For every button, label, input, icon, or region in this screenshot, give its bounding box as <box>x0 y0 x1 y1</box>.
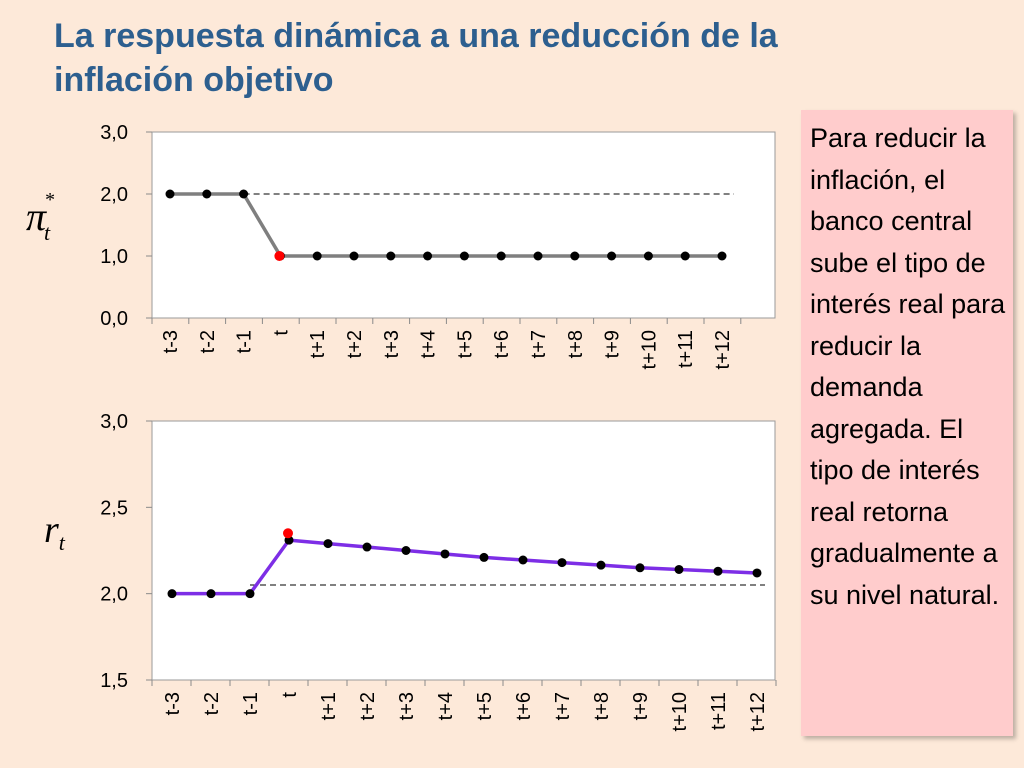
x-tick-label: t+9 <box>630 692 652 720</box>
y-tick-label: 3,0 <box>100 411 128 433</box>
x-tick-label: t-3 <box>162 692 184 715</box>
x-tick-label: t+4 <box>435 692 457 720</box>
data-point <box>479 552 489 562</box>
y-tick-label: 3,0 <box>100 122 128 144</box>
x-tick-label: t+3 <box>381 330 403 358</box>
data-point <box>239 189 249 199</box>
axis-label-r: rt <box>44 509 66 555</box>
x-tick-label: t+11 <box>708 692 730 730</box>
highlight-point <box>274 251 285 261</box>
data-point <box>459 251 469 261</box>
data-point <box>674 564 684 574</box>
data-point <box>570 251 580 261</box>
data-point <box>206 589 216 599</box>
y-tick-label: 2,0 <box>100 584 128 606</box>
data-point <box>245 589 255 599</box>
data-point <box>401 546 411 555</box>
chart-inflation-target: 0,0 1,0 2,0 3,0 t-3 t-2 t-1 t t+1 t+2 t+3 t+4 t+5 t+6… <box>26 122 776 369</box>
series-line <box>170 192 722 258</box>
data-point <box>713 566 723 576</box>
data-point <box>557 558 567 568</box>
x-tick-label: t+6 <box>491 330 513 358</box>
x-tick-label: t-2 <box>197 330 219 353</box>
x-tick-label: t+2 <box>344 330 366 358</box>
explanation-box: Para reducir la inflación, el banco cent… <box>801 110 1013 736</box>
data-point <box>533 251 543 261</box>
series-line <box>172 538 758 596</box>
explanation-text: Para reducir la inflación, el banco cent… <box>810 123 1006 610</box>
data-point <box>312 251 322 261</box>
y-tick-label: 0,0 <box>100 308 128 330</box>
x-tick-label: t+7 <box>552 692 574 720</box>
data-point <box>635 563 645 573</box>
plot-area <box>151 420 776 681</box>
x-tick-label: t+11 <box>675 330 697 368</box>
data-point <box>717 251 727 261</box>
x-tick-label: t+7 <box>528 330 550 358</box>
x-tick-label: t+3 <box>396 692 418 720</box>
x-tick-label: t-2 <box>201 692 223 715</box>
data-point <box>167 589 177 599</box>
data-point <box>165 189 175 199</box>
data-point <box>680 251 690 261</box>
data-point <box>440 549 450 559</box>
y-tick-label: 2,5 <box>100 497 128 519</box>
charts-canvas: 0,0 1,0 2,0 3,0 t-3 t-2 t-1 t t+1 t+2 t+3 t+4 t+5 t+6… <box>26 122 777 731</box>
x-tick-label: t+12 <box>747 692 769 731</box>
data-point <box>518 555 528 565</box>
x-tick-label: t+1 <box>307 330 329 358</box>
data-point <box>349 251 359 261</box>
x-tick-label: t+2 <box>357 692 379 720</box>
data-point <box>752 568 762 578</box>
x-tick-label: t-1 <box>240 692 262 715</box>
y-tick-label: 1,0 <box>100 246 128 268</box>
data-point <box>323 539 333 549</box>
x-tick-label: t+1 <box>318 692 340 720</box>
x-tick-label: t+5 <box>474 692 496 720</box>
x-tick-label: t <box>279 692 301 698</box>
data-point <box>423 251 433 261</box>
x-tick-label: t+5 <box>454 330 476 358</box>
x-tick-label: t+8 <box>565 330 587 358</box>
x-tick-label: t+9 <box>602 330 624 358</box>
data-point <box>202 189 212 199</box>
x-tick-label: t+12 <box>712 330 734 369</box>
data-point <box>386 251 396 261</box>
x-tick-label: t+10 <box>669 692 691 731</box>
axis-label-pi-star: πt* <box>26 189 54 245</box>
x-tick-label: t+4 <box>418 330 440 358</box>
x-tick-label: t <box>270 330 292 336</box>
data-point <box>643 251 653 261</box>
x-tick-label: t+8 <box>591 692 613 720</box>
y-tick-label: 2,0 <box>100 184 128 206</box>
x-tick-label: t-3 <box>160 330 182 353</box>
highlight-point <box>283 528 293 539</box>
plot-area <box>151 131 776 319</box>
x-tick-label: t+10 <box>638 330 660 369</box>
data-point <box>496 251 506 261</box>
x-tick-label: t+6 <box>513 692 535 720</box>
y-tick-label: 1,5 <box>100 670 128 692</box>
data-point <box>362 542 372 552</box>
data-point <box>596 560 606 570</box>
x-tick-label: t-1 <box>234 330 256 353</box>
slide-title: La respuesta dinámica a una reducción de… <box>54 17 778 99</box>
data-point <box>607 251 617 261</box>
chart-real-interest-rate: 1,5 2,0 2,5 3,0 t-3 t-2 t-1 t t+1 t+2 t+3 t+4 t+5 t+6… <box>44 411 777 731</box>
